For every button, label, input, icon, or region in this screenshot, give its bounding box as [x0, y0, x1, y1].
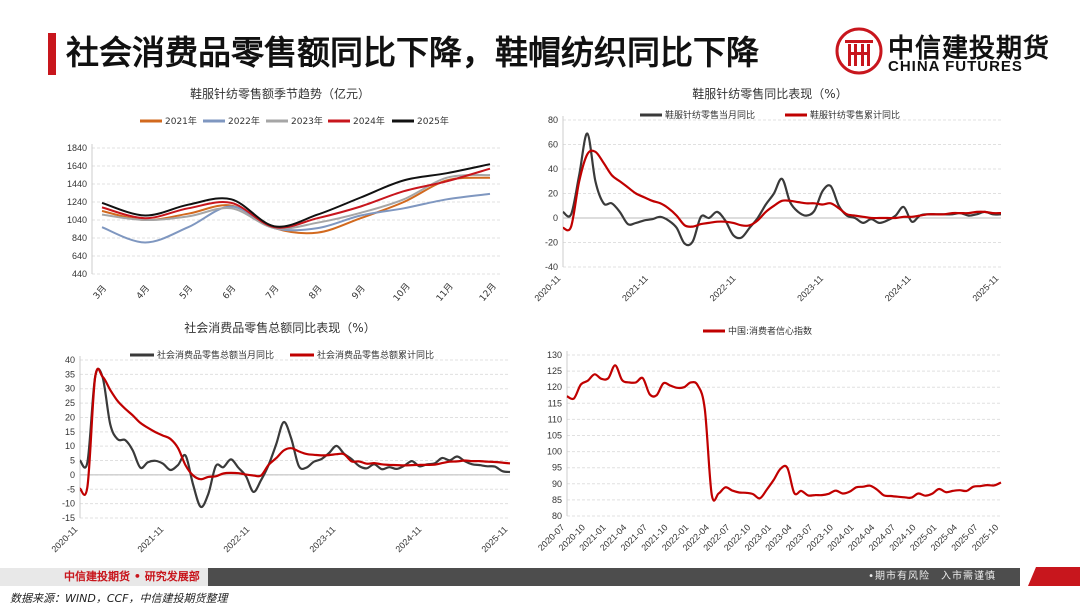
x-tick-label: 2020-11	[49, 524, 79, 554]
y-tick-label: -20	[545, 238, 558, 248]
y-tick-label: -5	[67, 484, 75, 494]
y-tick-label: 130	[547, 350, 562, 360]
y-tick-label: 80	[548, 115, 558, 125]
series-line-1	[78, 367, 511, 497]
chart-retail-sales-yoy: 社会消费品零售总额同比表现（%） -15 -10 -5 0 5 10 15 20 25 30 35 40…	[49, 320, 511, 554]
legend-label-0: 社会消费品零售总额当月同比	[157, 349, 274, 361]
chart-apparel-yoy: 鞋服针纺零售同比表现（%） -40 -20 0 20 40 60 80 2020-11 2021-…	[532, 86, 1002, 303]
y-tick-label: 0	[70, 470, 75, 480]
title-accent-bar	[48, 33, 56, 75]
y-tick-label: 120	[547, 382, 562, 392]
x-tick-label: 2021-11	[135, 524, 165, 554]
x-tick-label: 2021-11	[620, 273, 650, 303]
chart-consumer-confidence: 808590951001051101151201251302020-072020…	[536, 325, 1002, 553]
company-logo: 中信建投期货 CHINA FUTURES	[834, 26, 1049, 80]
legend-label-0: 中国:消费者信心指数	[728, 325, 812, 337]
y-tick-label: 35	[65, 369, 75, 379]
x-tick-label: 2024-11	[883, 273, 913, 303]
footer-bar	[0, 568, 1020, 586]
series-line-0	[101, 176, 491, 235]
y-tick-label: -15	[62, 513, 75, 523]
logo-english-name: CHINA FUTURES	[888, 58, 1023, 75]
footer-risk-warning: •期市有风险 入市需谨慎	[868, 571, 996, 582]
x-tick-label: 10月	[391, 281, 413, 304]
y-tick-label: 40	[548, 164, 558, 174]
data-source: 数据来源：WIND，CCF，中信建投期货整理	[10, 592, 228, 605]
legend-label-4: 2025年	[417, 115, 449, 127]
logo-chinese-name: 中信建投期货	[888, 34, 1051, 64]
y-tick-label: 1440	[67, 179, 87, 189]
x-tick-label: 3月	[91, 283, 109, 301]
x-tick-label: 5月	[177, 283, 195, 301]
series-line-3	[101, 167, 491, 229]
x-tick-label: 2025-11	[479, 524, 509, 554]
x-tick-label: 6月	[220, 283, 238, 301]
series-line-1	[101, 192, 491, 244]
y-tick-label: 1240	[67, 197, 87, 207]
y-tick-label: 30	[65, 384, 75, 394]
y-tick-label: 100	[547, 447, 562, 457]
footer-department: 中信建投期货 • 研究发展部	[0, 568, 208, 586]
y-tick-label: 15	[65, 427, 75, 437]
y-tick-label: 125	[547, 366, 562, 376]
legend-label-1: 2022年	[228, 115, 260, 127]
legend-label-1: 鞋服针纺零售累计同比	[810, 109, 900, 121]
legend-label-1: 社会消费品零售总额累计同比	[317, 349, 434, 361]
x-tick-label: 11月	[434, 281, 456, 304]
y-tick-label: 20	[65, 412, 75, 422]
legend-label-2: 2023年	[291, 115, 323, 127]
legend-label-3: 2024年	[353, 115, 385, 127]
company-logo-icon	[835, 27, 883, 75]
x-tick-label: 9月	[350, 283, 368, 301]
y-tick-label: -10	[62, 499, 75, 509]
series-line-0	[566, 364, 1002, 502]
y-tick-label: 640	[72, 251, 87, 261]
y-tick-label: 0	[553, 213, 558, 223]
y-tick-label: 85	[552, 495, 562, 505]
x-tick-label: 8月	[307, 283, 325, 301]
y-tick-label: 840	[72, 233, 87, 243]
y-tick-label: 10	[65, 441, 75, 451]
footer-accent-tab	[1028, 567, 1080, 586]
y-tick-label: 60	[548, 140, 558, 150]
y-tick-label: 20	[548, 189, 558, 199]
series-line-2	[101, 174, 491, 230]
y-tick-label: 1040	[67, 215, 87, 225]
x-tick-label: 2022-11	[708, 273, 738, 303]
y-tick-label: 115	[548, 398, 562, 408]
x-tick-label: 7月	[264, 283, 282, 301]
y-tick-label: 90	[552, 479, 562, 489]
legend-label-0: 鞋服针纺零售当月同比	[665, 109, 755, 121]
series-line-0	[78, 367, 511, 509]
x-tick-label: 2023-11	[307, 524, 337, 554]
chart-title: 鞋服针纺零售额季节趋势（亿元）	[190, 86, 370, 101]
y-tick-label: 110	[548, 414, 562, 424]
chart-title: 鞋服针纺零售同比表现（%）	[692, 86, 847, 101]
y-tick-label: 1640	[67, 161, 87, 171]
y-tick-label: 105	[547, 431, 562, 441]
x-tick-label: 2024-11	[393, 524, 423, 554]
y-tick-label: 1840	[67, 143, 87, 153]
y-tick-label: 440	[72, 269, 87, 279]
page-title: 社会消费品零售额同比下降，鞋帽纺织同比下降	[66, 33, 759, 72]
chart-apparel-seasonal-trend: 鞋服针纺零售额季节趋势（亿元） 440 640 840 1040 1240 1440 1640…	[67, 86, 500, 304]
y-tick-label: 95	[552, 463, 562, 473]
y-tick-label: -40	[545, 262, 558, 272]
y-tick-label: 5	[70, 456, 75, 466]
series-line-4	[101, 163, 491, 228]
chart-title: 社会消费品零售总额同比表现（%）	[184, 320, 375, 335]
x-tick-label: 2022-11	[221, 524, 251, 554]
y-tick-label: 40	[65, 355, 75, 365]
x-tick-label: 2023-11	[795, 273, 825, 303]
x-tick-label: 2020-11	[532, 273, 562, 303]
x-tick-label: 2025-11	[970, 273, 1000, 303]
y-tick-label: 25	[65, 398, 75, 408]
x-tick-label: 4月	[134, 283, 152, 301]
x-tick-label: 12月	[477, 281, 499, 304]
legend-label-0: 2021年	[165, 115, 197, 127]
series-line-1	[562, 149, 1002, 232]
y-tick-label: 80	[552, 511, 562, 521]
